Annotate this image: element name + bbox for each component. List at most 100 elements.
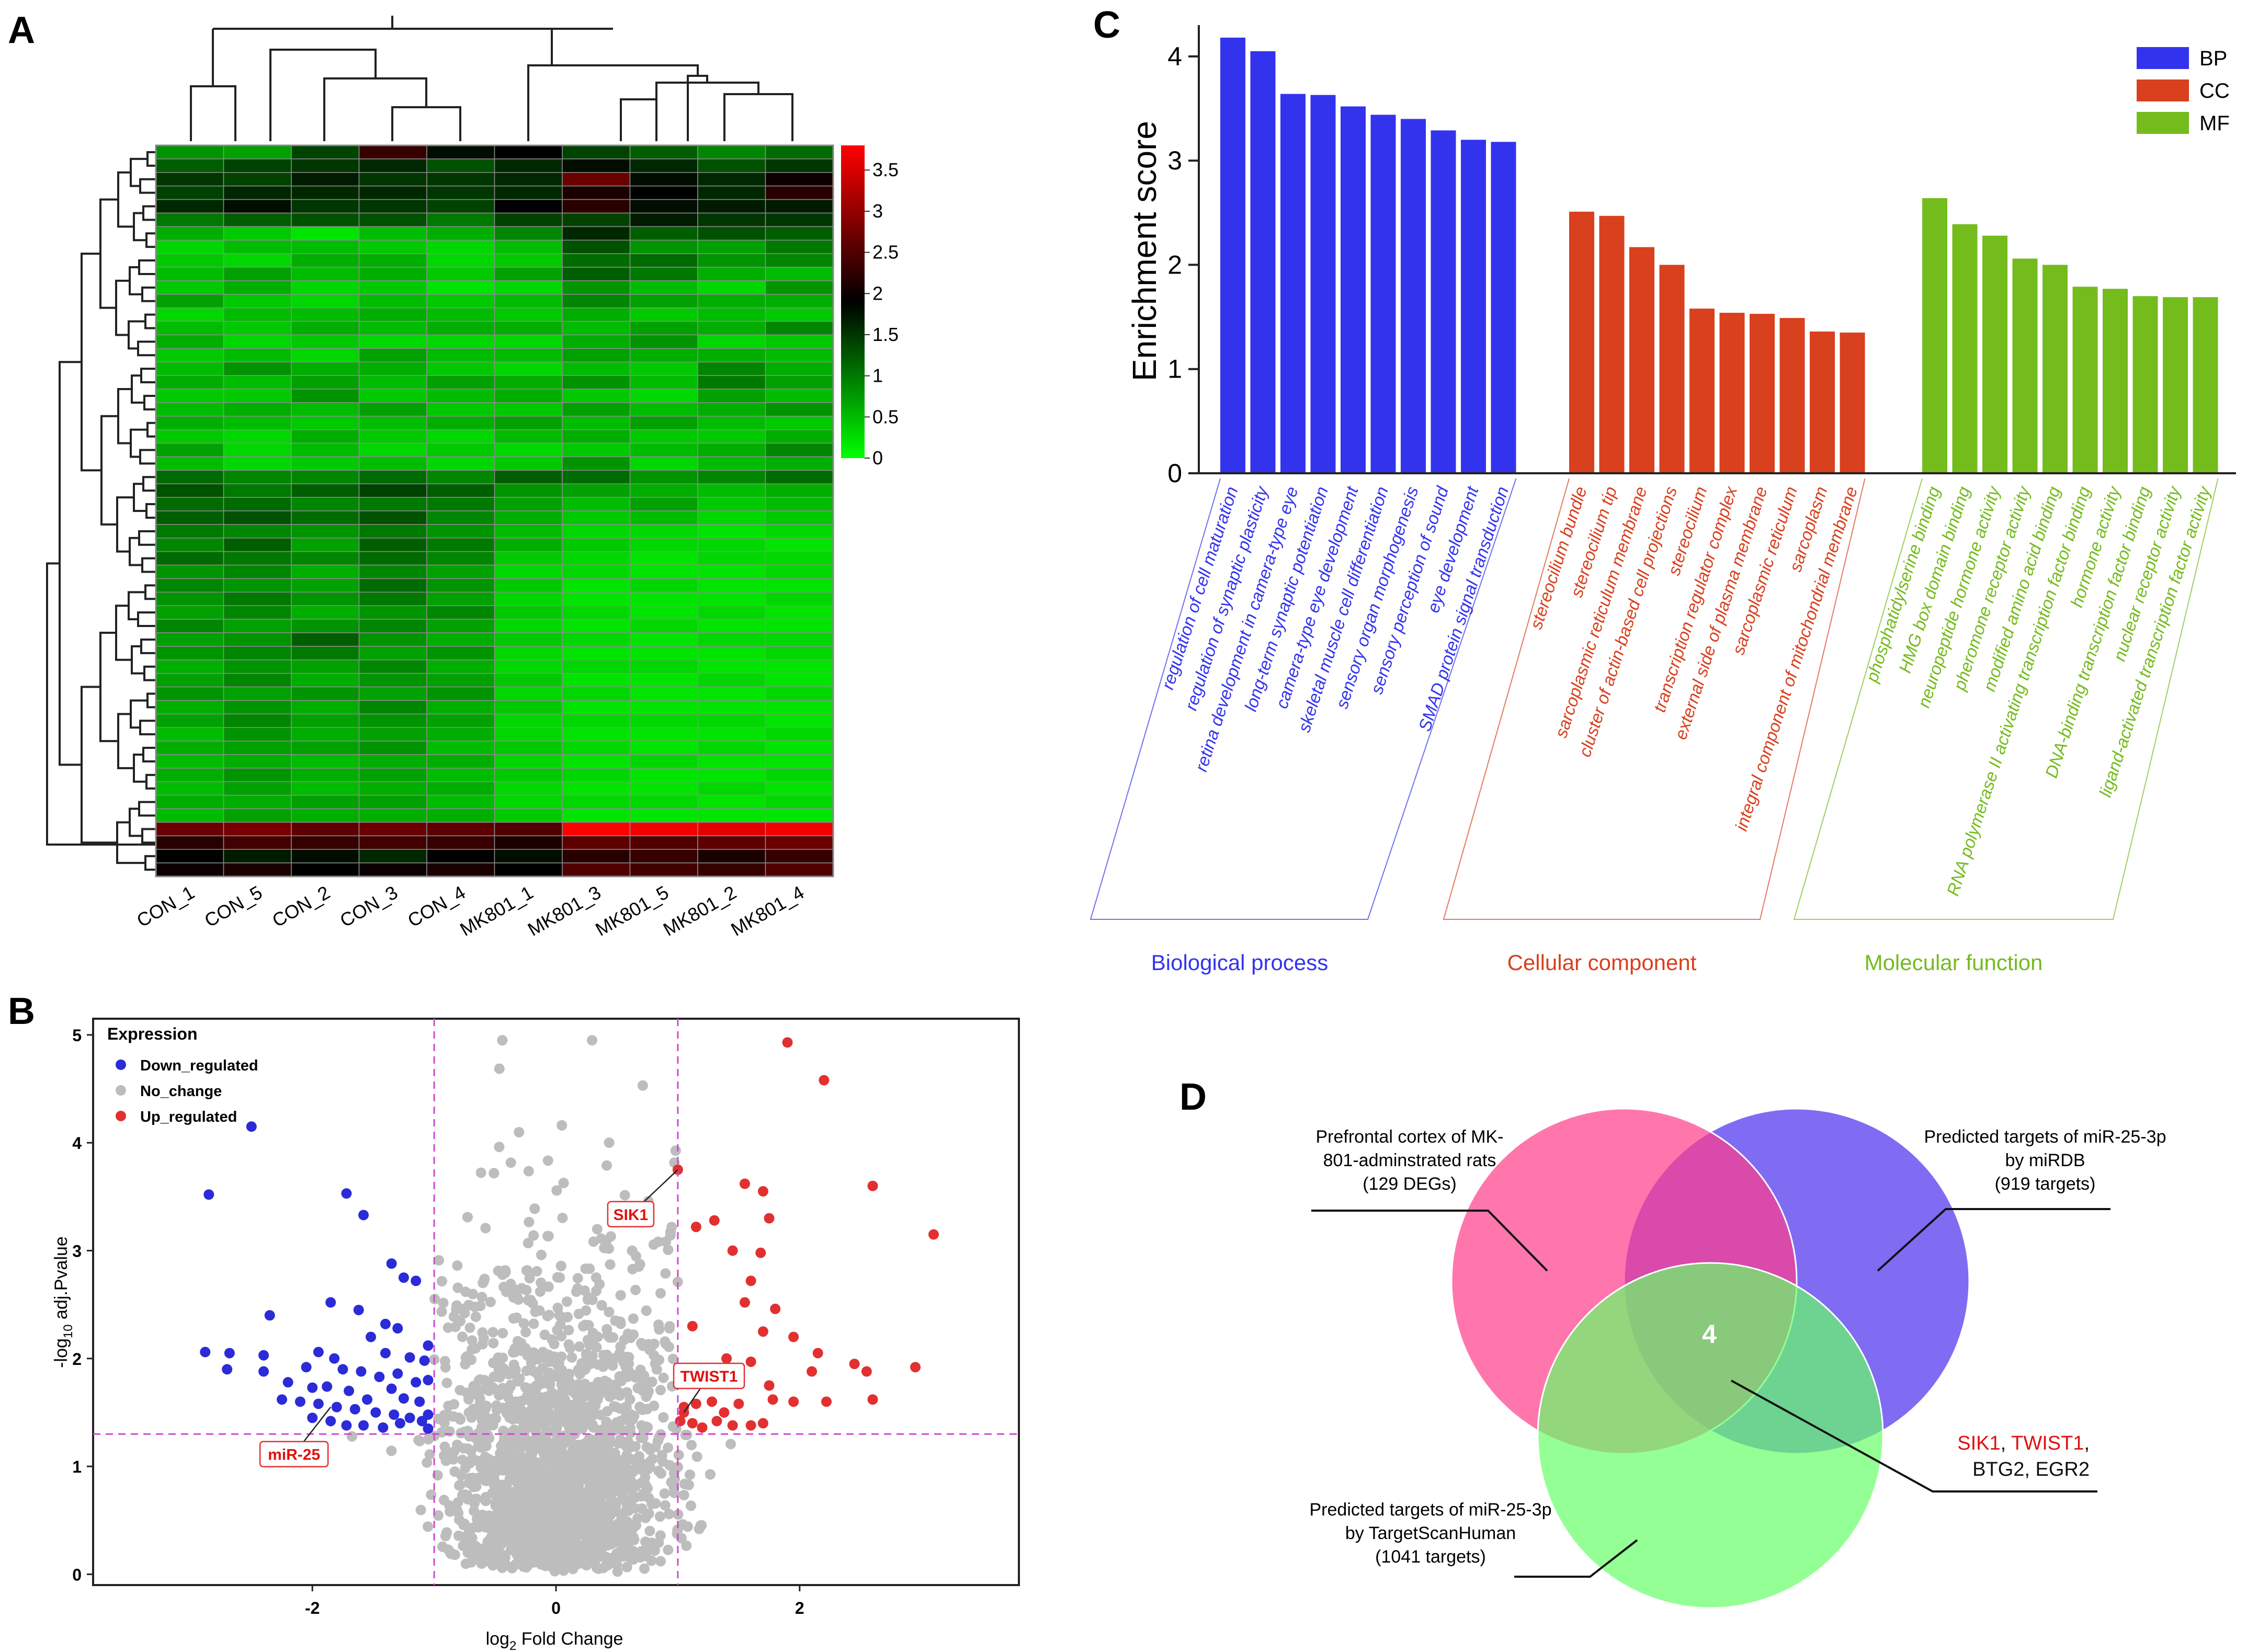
heatmap-cell bbox=[629, 240, 698, 254]
volcano-point-nochange bbox=[466, 1557, 476, 1568]
heatmap-cell bbox=[494, 524, 563, 539]
heatmap-cell bbox=[562, 240, 631, 254]
heatmap-cell bbox=[291, 145, 360, 159]
heatmap-cell bbox=[358, 632, 427, 647]
heatmap-border bbox=[155, 144, 834, 878]
heatmap-cell bbox=[358, 185, 427, 200]
heatmap-cell bbox=[358, 172, 427, 187]
heatmap-cell bbox=[291, 619, 360, 633]
group-bracket bbox=[1090, 478, 1517, 920]
heatmap-cell bbox=[697, 456, 766, 471]
volcano-point-nochange bbox=[462, 1212, 473, 1223]
heatmap-cell bbox=[426, 483, 495, 498]
leader-mirdb bbox=[1877, 1208, 2111, 1272]
volcano-point-nochange bbox=[588, 1334, 599, 1345]
volcano-point-nochange bbox=[468, 1522, 479, 1533]
heatmap-cell bbox=[765, 740, 834, 755]
volcano-point-nochange bbox=[593, 1391, 604, 1402]
volcano-point bbox=[711, 1416, 722, 1427]
heatmap-cell bbox=[562, 794, 631, 810]
heatmap-cell bbox=[155, 646, 224, 660]
volcano-point-nochange bbox=[514, 1521, 525, 1532]
volcano-point-nochange bbox=[441, 1445, 452, 1456]
heatmap-cell bbox=[562, 429, 631, 444]
heatmap-cell bbox=[494, 686, 563, 701]
bar-mf bbox=[2072, 287, 2098, 473]
volcano-point bbox=[404, 1412, 415, 1423]
heatmap-cell bbox=[765, 307, 834, 322]
volcano-point-nochange bbox=[422, 1457, 433, 1468]
heatmap-cell bbox=[765, 524, 834, 539]
heatmap-cell bbox=[358, 416, 427, 430]
heatmap-cell bbox=[155, 619, 224, 633]
volcano-point-nochange bbox=[610, 1502, 621, 1513]
heatmap-cell bbox=[629, 591, 698, 606]
heatmap-cell bbox=[494, 442, 563, 458]
heatmap-cell bbox=[629, 145, 698, 159]
volcano-point-nochange bbox=[667, 1353, 678, 1364]
heatmap-cell bbox=[494, 470, 563, 484]
bar-bp bbox=[1250, 51, 1276, 473]
volcano-point bbox=[745, 1356, 756, 1367]
volcano-point-nochange bbox=[506, 1463, 517, 1474]
volcano-point-nochange bbox=[528, 1509, 539, 1520]
volcano-point-nochange bbox=[605, 1472, 616, 1483]
volcano-point-nochange bbox=[592, 1224, 603, 1235]
volcano-point-nochange bbox=[578, 1442, 589, 1453]
heatmap-cell bbox=[697, 334, 766, 349]
volcano-point bbox=[733, 1398, 744, 1409]
heatmap-cell bbox=[358, 145, 427, 159]
heatmap-cell bbox=[629, 158, 698, 173]
heatmap-cell bbox=[765, 483, 834, 498]
volcano-point-nochange bbox=[592, 1437, 603, 1448]
volcano-point-nochange bbox=[544, 1552, 555, 1563]
volcano-point bbox=[690, 1222, 701, 1233]
volcano-point-nochange bbox=[504, 1493, 515, 1504]
heatmap-cell bbox=[765, 145, 834, 159]
heatmap-cell bbox=[426, 768, 495, 782]
heatmap-cell bbox=[358, 538, 427, 552]
volcano-point bbox=[380, 1318, 391, 1329]
volcano-point bbox=[423, 1340, 434, 1351]
heatmap-cell bbox=[223, 280, 292, 295]
heatmap-cell bbox=[494, 226, 563, 241]
volcano-point-nochange bbox=[565, 1542, 576, 1553]
go-y-tick-label: 1 bbox=[1167, 355, 1182, 384]
heatmap-cell bbox=[765, 158, 834, 173]
venn-set-labels: Prefrontal cortex of MK- 801-adminstrate… bbox=[1310, 1127, 2166, 1567]
volcano-point-nochange bbox=[436, 1275, 447, 1286]
volcano-point bbox=[788, 1331, 799, 1342]
heatmap-cell bbox=[494, 808, 563, 823]
volcano-point-nochange bbox=[548, 1539, 559, 1550]
volcano-point bbox=[313, 1398, 324, 1409]
heatmap-cell bbox=[765, 389, 834, 403]
heatmap-cell bbox=[358, 470, 427, 484]
heatmap-cell bbox=[155, 524, 224, 539]
volcano-point-nochange bbox=[461, 1387, 472, 1398]
venn-circles bbox=[1450, 1108, 1970, 1609]
heatmap-cell bbox=[155, 294, 224, 309]
volcano-point-nochange bbox=[520, 1490, 531, 1501]
legend-label-down: Down_regulated bbox=[140, 1057, 258, 1074]
volcano-point-nochange bbox=[444, 1426, 455, 1437]
volcano-point-nochange bbox=[628, 1329, 639, 1340]
heatmap-cell bbox=[494, 145, 563, 159]
no-change-points bbox=[346, 1035, 736, 1577]
colorbar-tick-label: 0.5 bbox=[872, 406, 899, 427]
heatmap-cell bbox=[697, 808, 766, 823]
heatmap-cell bbox=[291, 321, 360, 336]
bar-bp bbox=[1461, 140, 1486, 473]
heatmap-cell bbox=[291, 781, 360, 796]
heatmap-cell bbox=[697, 713, 766, 728]
heatmap-cell bbox=[697, 416, 766, 430]
volcano-point-nochange bbox=[621, 1562, 632, 1573]
volcano-point-nochange bbox=[623, 1352, 634, 1363]
bar-bp bbox=[1370, 115, 1396, 473]
volcano-point-nochange bbox=[476, 1553, 487, 1564]
bar-mf bbox=[2193, 297, 2218, 473]
heatmap-cell bbox=[426, 497, 495, 511]
heatmap-cell bbox=[697, 361, 766, 376]
volcano-point-nochange bbox=[520, 1501, 531, 1512]
bar-cc bbox=[1750, 314, 1775, 473]
volcano-point-nochange bbox=[463, 1300, 474, 1311]
